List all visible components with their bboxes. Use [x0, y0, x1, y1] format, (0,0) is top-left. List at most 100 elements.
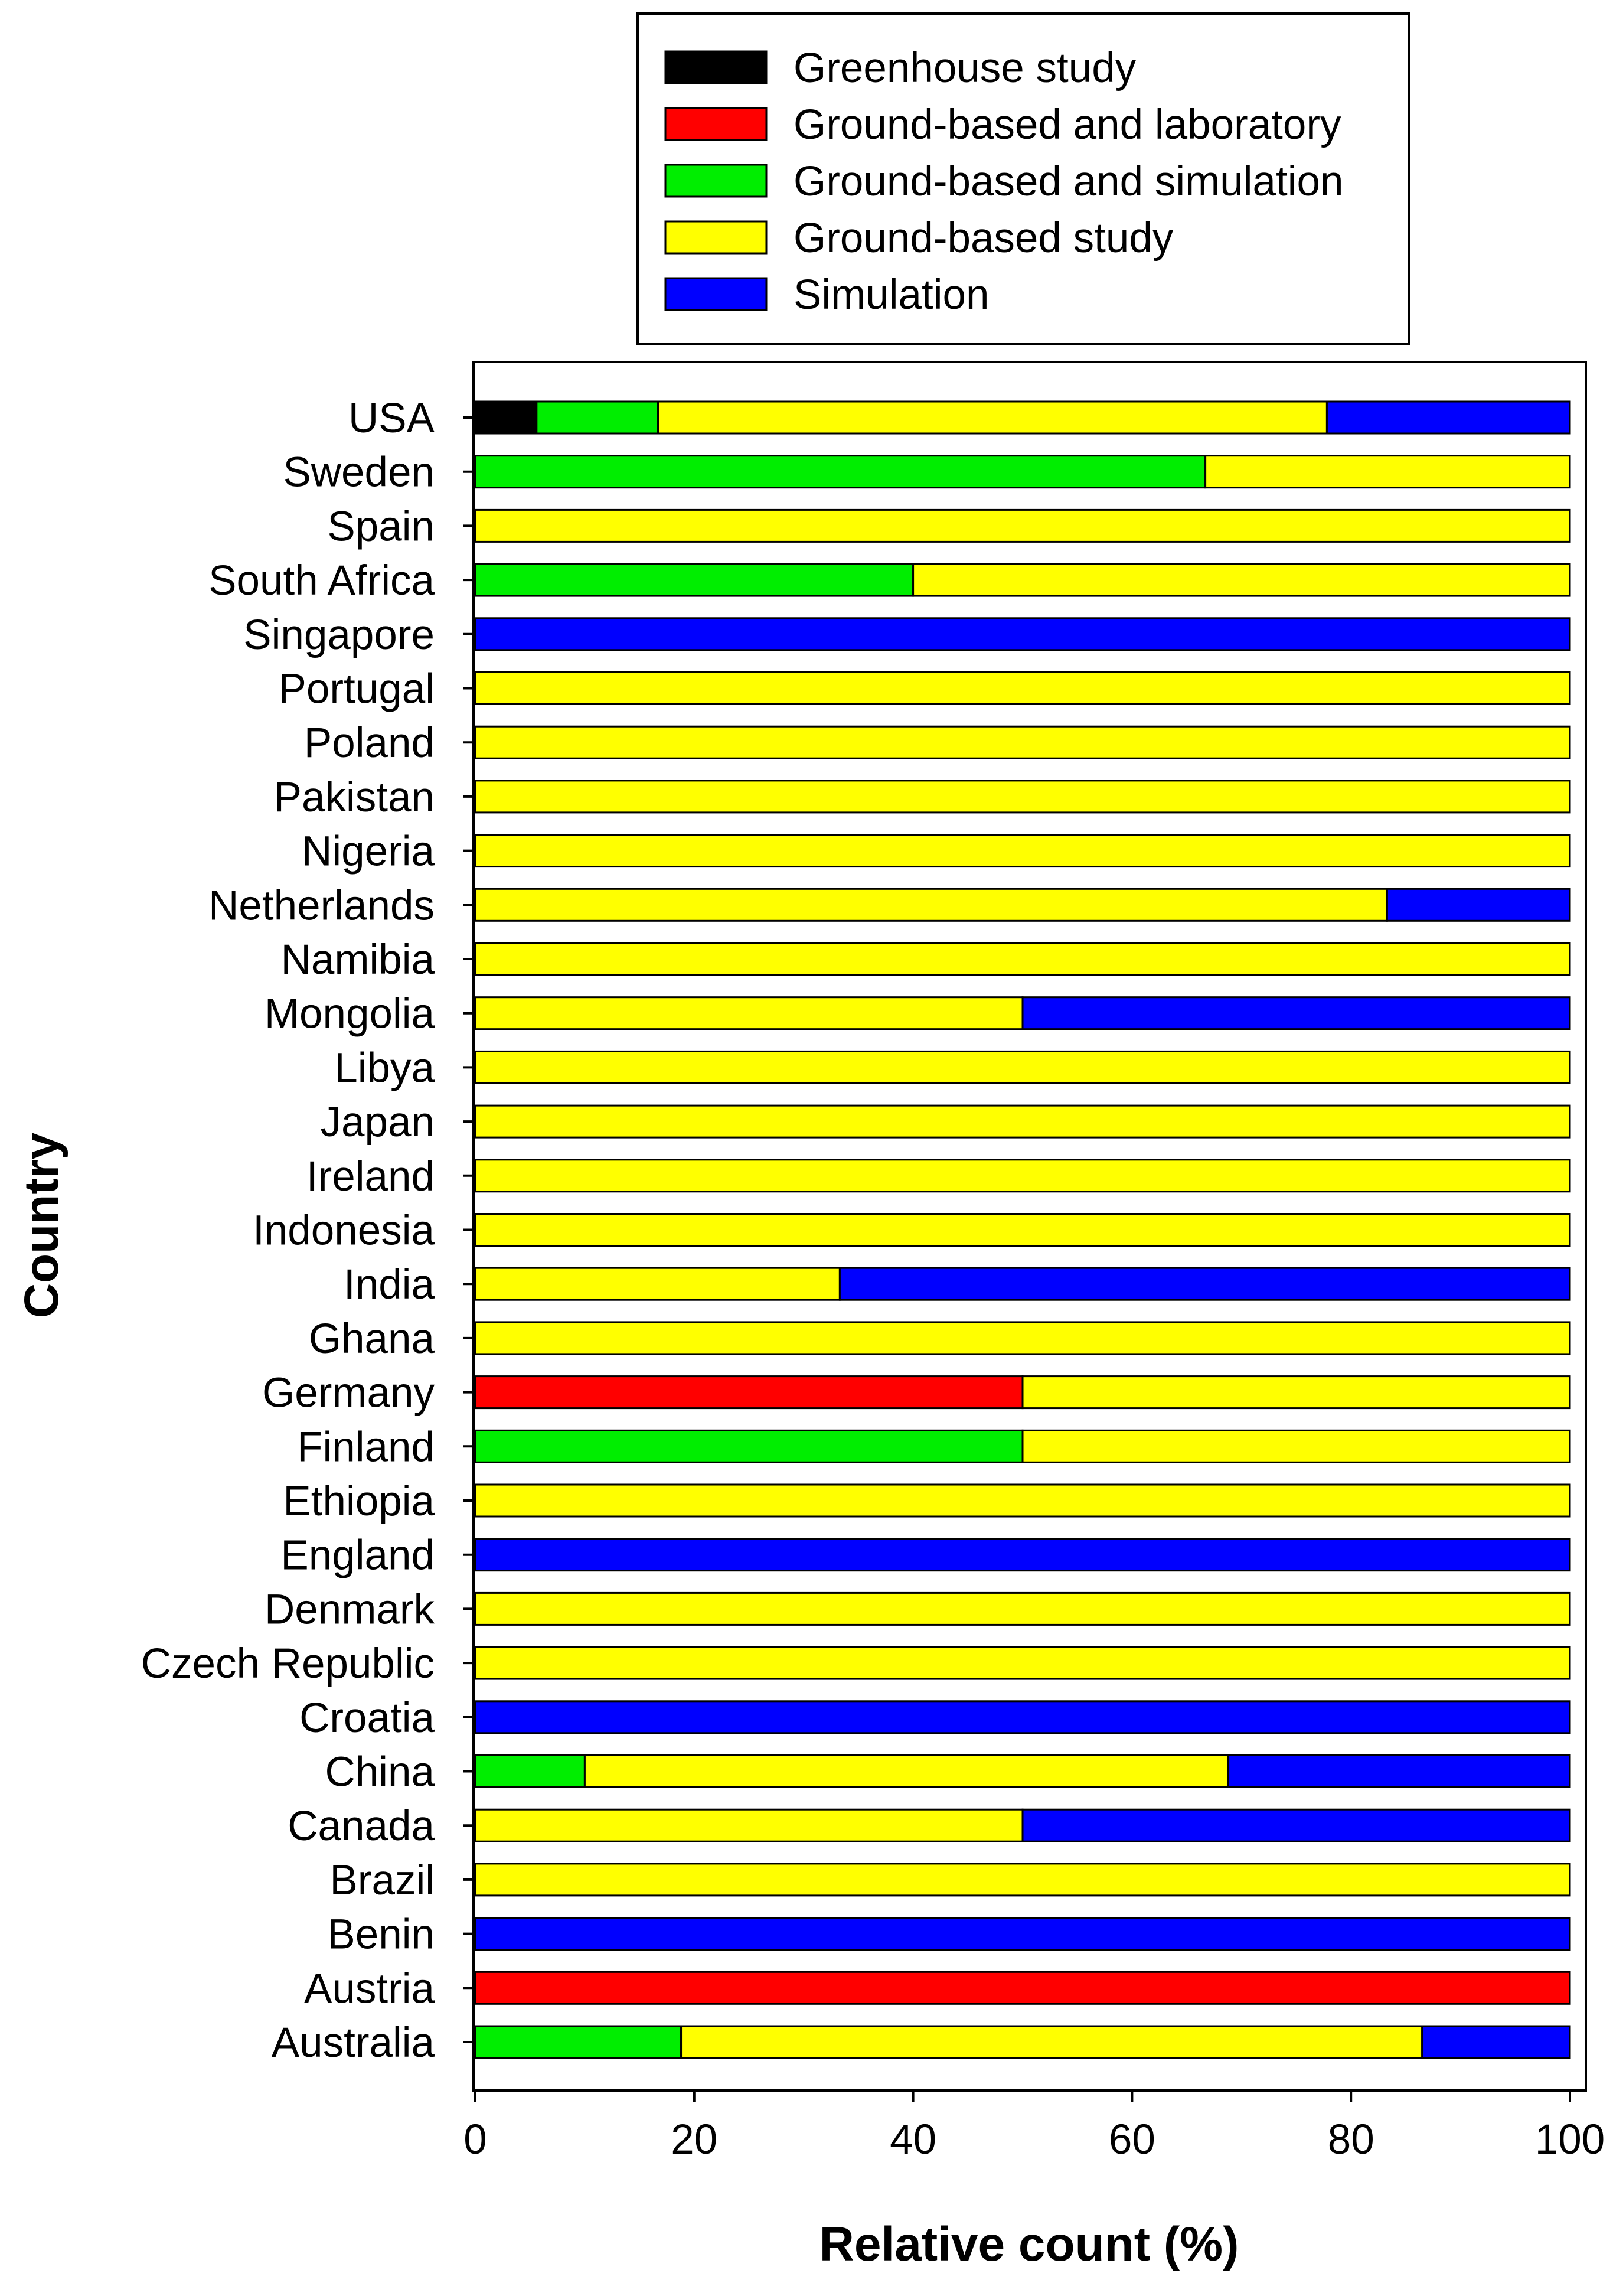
- bar-segment-ground-based-study: [474, 1267, 841, 1301]
- x-tick-label: 40: [890, 2116, 936, 2163]
- y-tick-label: Finland: [297, 1424, 435, 1470]
- x-tick-label: 100: [1535, 2116, 1605, 2163]
- y-tick-label: Ireland: [306, 1153, 435, 1200]
- plot-frame: [472, 361, 1587, 2092]
- bar-segment-ground-based-and-simulation: [474, 563, 915, 597]
- legend-label: Ground-based study: [794, 215, 1174, 262]
- bar-row-brazil: [474, 1863, 1571, 1897]
- bar-segment-ground-based-and-simulation: [474, 1754, 586, 1788]
- bar-row-japan: [474, 1104, 1571, 1139]
- bar-row-sweden: [474, 455, 1571, 489]
- bar-row-india: [474, 1267, 1571, 1301]
- bar-segment-ground-based-study: [474, 1483, 1571, 1518]
- bar-row-mongolia: [474, 996, 1571, 1030]
- y-tick-label: Czech Republic: [141, 1641, 435, 1687]
- y-tick-label: Mongolia: [265, 991, 435, 1038]
- bar-row-benin: [474, 1917, 1571, 1951]
- y-tick-label: Austria: [304, 1965, 435, 2012]
- y-tick-label: Sweden: [283, 449, 435, 496]
- bar-row-croatia: [474, 1700, 1571, 1734]
- bar-row-poland: [474, 725, 1571, 759]
- bars: [474, 400, 1571, 2059]
- bar-segment-simulation: [1421, 2025, 1571, 2059]
- bar-segment-ground-based-study: [474, 780, 1571, 814]
- legend-item-ground-based-and-simulation: Ground-based and simulation: [664, 158, 1343, 205]
- bar-row-finland: [474, 1429, 1571, 1463]
- bar-row-south-africa: [474, 563, 1571, 597]
- bar-row-china: [474, 1754, 1571, 1788]
- bar-segment-ground-based-and-laboratory: [474, 1375, 1024, 1410]
- bar-segment-ground-based-study: [474, 1863, 1571, 1897]
- legend-label: Ground-based and laboratory: [794, 102, 1341, 148]
- legend-item-greenhouse-study: Greenhouse study: [664, 45, 1137, 92]
- y-tick-label: Singapore: [243, 612, 435, 658]
- bar-row-usa: [474, 400, 1571, 435]
- bar-segment-ground-based-study: [1021, 1375, 1571, 1410]
- bar-segment-simulation: [474, 1700, 1571, 1734]
- legend-swatch: [664, 107, 768, 141]
- bar-segment-ground-based-study: [474, 1213, 1571, 1247]
- legend: Greenhouse study Ground-based and laborat…: [636, 12, 1410, 345]
- bar-segment-simulation: [474, 617, 1571, 651]
- y-axis-title: Country: [15, 1132, 68, 1318]
- bar-segment-ground-based-and-simulation: [474, 1429, 1024, 1463]
- x-axis: 0 20 40 60 80 100: [463, 2090, 1605, 2163]
- bar-row-austria: [474, 1971, 1571, 2005]
- bar-segment-ground-based-study: [474, 508, 1571, 543]
- bar-row-australia: [474, 2025, 1571, 2059]
- bar-row-nigeria: [474, 834, 1571, 868]
- x-tick-label: 60: [1109, 2116, 1155, 2163]
- y-tick-label: Ghana: [309, 1316, 435, 1362]
- legend-item-ground-based-and-laboratory: Ground-based and laboratory: [664, 102, 1341, 148]
- y-tick-label: Ethiopia: [283, 1478, 435, 1525]
- legend-label: Greenhouse study: [794, 45, 1137, 92]
- bar-row-ireland: [474, 1159, 1571, 1193]
- bar-row-czech-republic: [474, 1646, 1571, 1680]
- bar-segment-ground-based-study: [474, 1591, 1571, 1626]
- bar-segment-simulation: [1325, 400, 1571, 435]
- y-tick-label: Germany: [262, 1370, 435, 1417]
- bar-row-namibia: [474, 942, 1571, 976]
- x-tick-label: 80: [1328, 2116, 1374, 2163]
- y-tick-label: Brazil: [329, 1857, 435, 1904]
- legend-swatch: [664, 277, 768, 311]
- bar-segment-ground-based-study: [680, 2025, 1423, 2059]
- legend-swatch: [664, 50, 768, 84]
- bar-segment-ground-based-and-simulation: [536, 400, 659, 435]
- y-tick-label: Nigeria: [302, 829, 435, 875]
- bar-row-germany: [474, 1375, 1571, 1410]
- x-axis-title: Relative count (%): [819, 2217, 1239, 2271]
- bar-segment-ground-based-study: [474, 725, 1571, 759]
- legend-swatch: [664, 164, 768, 198]
- bar-row-denmark: [474, 1591, 1571, 1626]
- bar-segment-ground-based-study: [474, 1808, 1024, 1842]
- bar-segment-simulation: [1227, 1754, 1571, 1788]
- bar-row-england: [474, 1538, 1571, 1572]
- bar-segment-ground-based-and-simulation: [474, 455, 1207, 489]
- y-tick-label: Netherlands: [208, 882, 435, 929]
- bar-segment-ground-based-study: [474, 671, 1571, 705]
- bar-segment-ground-based-study: [657, 400, 1328, 435]
- y-tick-label: Spain: [327, 503, 435, 550]
- bar-segment-ground-based-study: [583, 1754, 1230, 1788]
- y-tick-label: Australia: [272, 2020, 435, 2066]
- legend-item-ground-based-study: Ground-based study: [664, 215, 1174, 262]
- y-tick-label: Libya: [334, 1045, 435, 1091]
- bar-row-canada: [474, 1808, 1571, 1842]
- bar-row-indonesia: [474, 1213, 1571, 1247]
- bar-segment-ground-based-study: [474, 834, 1571, 868]
- y-axis: USA Sweden Spain South Africa Singapore Portu…: [141, 395, 474, 2066]
- bar-segment-ground-based-and-simulation: [474, 2025, 683, 2059]
- y-tick-label: England: [280, 1532, 435, 1579]
- y-tick-label: China: [325, 1749, 435, 1796]
- y-tick-label: Indonesia: [253, 1208, 435, 1254]
- bar-row-portugal: [474, 671, 1571, 705]
- bar-segment-greenhouse-study: [474, 400, 538, 435]
- bar-row-ghana: [474, 1321, 1571, 1355]
- bar-segment-ground-based-study: [474, 1104, 1571, 1139]
- y-tick-label: USA: [348, 395, 435, 442]
- legend-label: Simulation: [794, 272, 990, 318]
- bar-segment-ground-based-study: [474, 1159, 1571, 1193]
- y-tick-label: Japan: [321, 1099, 435, 1146]
